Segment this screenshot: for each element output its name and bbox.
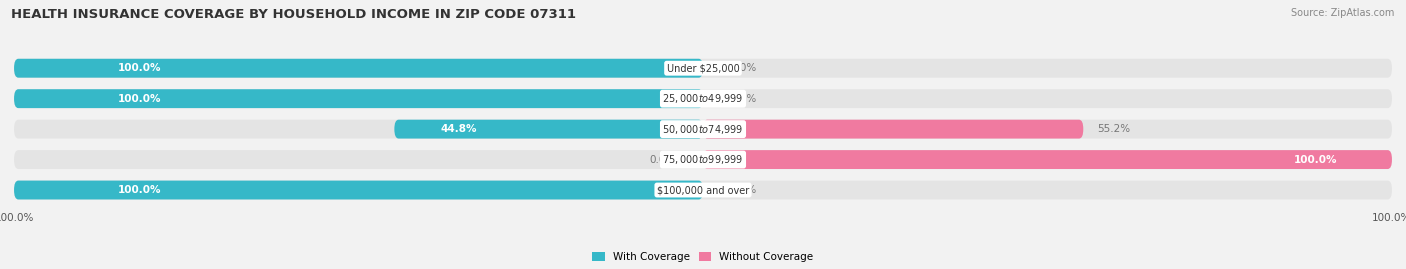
FancyBboxPatch shape [14, 120, 1392, 139]
FancyBboxPatch shape [14, 180, 703, 200]
Text: HEALTH INSURANCE COVERAGE BY HOUSEHOLD INCOME IN ZIP CODE 07311: HEALTH INSURANCE COVERAGE BY HOUSEHOLD I… [11, 8, 576, 21]
FancyBboxPatch shape [14, 59, 703, 78]
FancyBboxPatch shape [14, 59, 1392, 78]
Text: 100.0%: 100.0% [118, 94, 160, 104]
FancyBboxPatch shape [14, 150, 1392, 169]
FancyBboxPatch shape [14, 180, 1392, 200]
Text: 0.0%: 0.0% [650, 155, 675, 165]
Text: 0.0%: 0.0% [731, 94, 756, 104]
FancyBboxPatch shape [703, 120, 1083, 139]
Text: 0.0%: 0.0% [731, 63, 756, 73]
Legend: With Coverage, Without Coverage: With Coverage, Without Coverage [588, 247, 818, 266]
Text: Under $25,000: Under $25,000 [666, 63, 740, 73]
FancyBboxPatch shape [14, 89, 703, 108]
Text: $100,000 and over: $100,000 and over [657, 185, 749, 195]
Text: 100.0%: 100.0% [118, 63, 160, 73]
Text: 0.0%: 0.0% [731, 185, 756, 195]
FancyBboxPatch shape [394, 120, 703, 139]
FancyBboxPatch shape [14, 89, 1392, 108]
FancyBboxPatch shape [703, 150, 1392, 169]
Text: $50,000 to $74,999: $50,000 to $74,999 [662, 123, 744, 136]
Text: $75,000 to $99,999: $75,000 to $99,999 [662, 153, 744, 166]
Text: 55.2%: 55.2% [1097, 124, 1130, 134]
Text: Source: ZipAtlas.com: Source: ZipAtlas.com [1291, 8, 1395, 18]
Text: 100.0%: 100.0% [1294, 155, 1337, 165]
Text: 100.0%: 100.0% [118, 185, 160, 195]
Text: 44.8%: 44.8% [440, 124, 477, 134]
Text: $25,000 to $49,999: $25,000 to $49,999 [662, 92, 744, 105]
